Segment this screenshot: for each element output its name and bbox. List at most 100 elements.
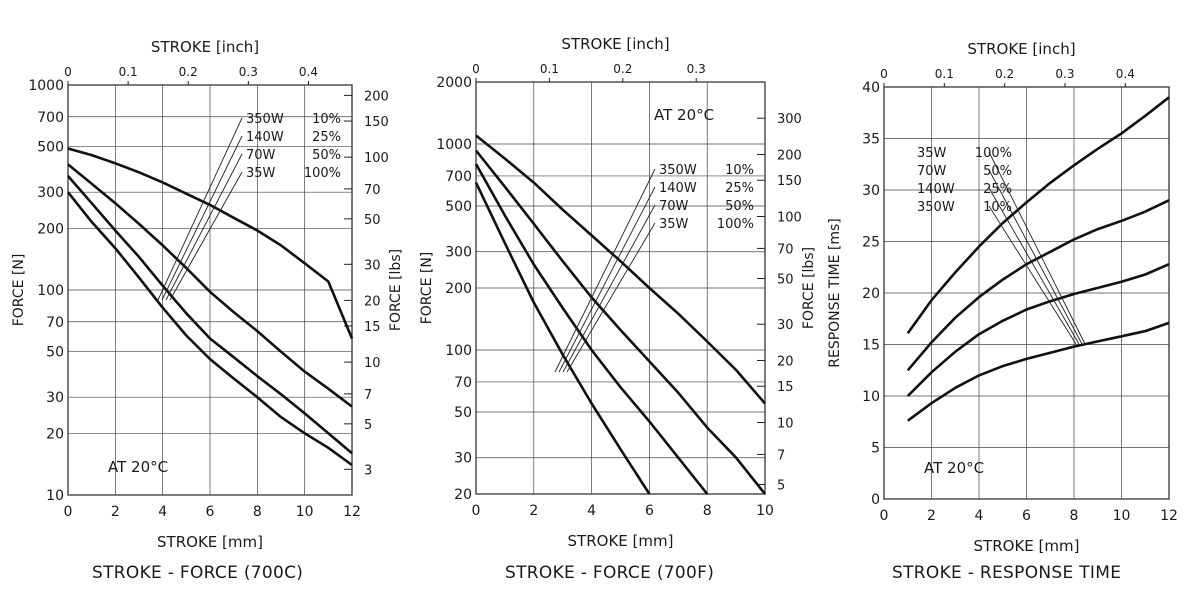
cresp-yaxis-label: RESPONSE TIME [ms] [827,218,843,368]
c700f-xaxis-label: STROKE [mm] [568,532,674,550]
cresp-xtick-label: 0 [880,508,889,524]
c700c-legend-power: 140W [246,130,284,145]
c700c-ytick-label: 300 [37,185,64,201]
cresp-series-line [906,96,1170,334]
c700f-xtick-label: 2 [529,503,538,519]
c700f-y2tick-label: 20 [777,354,794,369]
c700c-ytick-label: 500 [37,140,64,156]
c700f-ytick-label: 300 [445,245,472,261]
c700f-ytick-label: 70 [454,375,472,391]
c700f-series-line [474,149,767,495]
c700c-legend-leader [165,153,243,301]
c700f-temperature-note: AT 20°C [654,106,714,124]
c700f-y2tick-label: 300 [777,112,802,127]
cresp-xtick-label: 4 [975,508,984,524]
c700f-xtick-label: 4 [587,503,596,519]
cresp-ytick-label: 5 [871,441,880,457]
c700c-legend-duty: 25% [312,130,341,145]
c700f-ytick-label: 100 [445,343,472,359]
cresp-ytick-label: 25 [862,235,880,251]
c700f-ytick-label: 700 [445,169,472,185]
c700c-xtick-label: 6 [206,504,215,520]
c700f-xtick-label: 0 [472,503,481,519]
c700c-series-line [67,147,354,339]
c700c-y2tick-label: 100 [364,151,389,166]
c700c-y2tick-label: 30 [364,258,381,273]
c700c-temperature-note: AT 20°C [108,458,168,476]
cresp-x2tick-label: 0 [880,67,888,81]
cresp-legend-leader [988,169,1083,345]
c700c-y2tick-label: 3 [364,463,372,478]
c700c-series-line [67,163,353,408]
c700c-y2tick-label: 200 [364,89,389,104]
cresp-ytick-label: 30 [862,183,880,199]
c700c-y2tick-label: 70 [364,183,381,198]
c700c-xtick-label: 4 [158,504,167,520]
c700f-xtick-label: 10 [756,503,774,519]
c700c-ytick-label: 20 [46,426,64,442]
cresp-xtick-label: 2 [927,508,936,524]
c700c-ytick-label: 70 [46,315,64,331]
c700c-xaxis-label: STROKE [mm] [157,533,263,551]
c700f-legend-leader [562,204,656,373]
cresp-xtick-label: 12 [1160,508,1178,524]
c700c-series-line [67,175,353,455]
cresp-xtick-label: 6 [1022,508,1031,524]
c700c-ytick-label: 50 [46,345,64,361]
cresp-legend-duty: 100% [975,146,1012,161]
c700c-x2tick-label: 0.3 [239,65,258,79]
cresp-ytick-label: 0 [871,492,880,508]
c700c-xtick-label: 0 [64,504,73,520]
cresp-legend-leader [988,205,1077,345]
c700f-legend-leader [566,222,656,373]
cresp-xtick-label: 8 [1070,508,1079,524]
c700f-y2tick-label: 7 [777,448,785,463]
cresp-xaxis-label: STROKE [mm] [974,537,1080,555]
c700f-series-line [475,134,766,405]
c700f-legend-power: 140W [659,181,697,196]
cresp-ytick-label: 20 [862,286,880,302]
c700c-legend-leader [157,117,243,301]
chart-700c-caption: STROKE - FORCE (700C) [92,563,304,583]
cresp-ytick-label: 35 [862,132,880,148]
cresp-series-line [906,199,1170,372]
c700c-y2tick-label: 50 [364,213,381,228]
c700c-x2tick-label: 0.4 [299,65,318,79]
cresp-xtick-label: 10 [1113,508,1131,524]
c700c-legend-power: 350W [246,112,284,127]
cresp-ytick-label: 40 [862,80,880,96]
c700f-xtick-label: 6 [645,503,654,519]
c700f-y2tick-label: 100 [777,210,802,225]
cresp-x2axis-label: STROKE [inch] [967,40,1075,58]
c700f-y2tick-label: 15 [777,380,794,395]
c700c-y2tick-label: 15 [364,320,381,335]
cresp-legend-leader [988,151,1086,345]
c700f-yaxis-label: FORCE [N] [419,252,435,325]
c700f-legend-duty: 25% [725,181,754,196]
c700f-x2axis-label: STROKE [inch] [561,35,669,53]
chart-700f-caption: STROKE - FORCE (700F) [505,563,715,583]
c700c-xtick-label: 10 [296,504,314,520]
c700c-x2tick-label: 0 [64,65,72,79]
cresp-legend-power: 70W [917,164,947,179]
c700c-xtick-label: 12 [343,504,361,520]
c700c-y2tick-label: 10 [364,356,381,371]
c700f-x2tick-label: 0.1 [540,62,559,76]
c700f-legend-power: 350W [659,163,697,178]
c700c-ytick-label: 10 [46,488,64,504]
cresp-temperature-note: AT 20°C [924,459,984,477]
c700c-ytick-label: 200 [37,221,64,237]
c700f-legend-leader [554,168,656,373]
c700f-y2tick-label: 150 [777,174,802,189]
c700c-ytick-label: 700 [37,110,64,126]
cresp-legend-power: 140W [917,182,955,197]
c700c-series-line [66,191,353,467]
c700f-ytick-label: 50 [454,405,472,421]
c700c-legend-duty: 10% [312,112,341,127]
cresp-legend-duty: 10% [983,200,1012,215]
c700c-y2tick-label: 7 [364,388,372,403]
cresp-legend-leader [988,187,1080,345]
c700f-legend-duty: 10% [725,163,754,178]
c700f-series-line [474,182,651,495]
